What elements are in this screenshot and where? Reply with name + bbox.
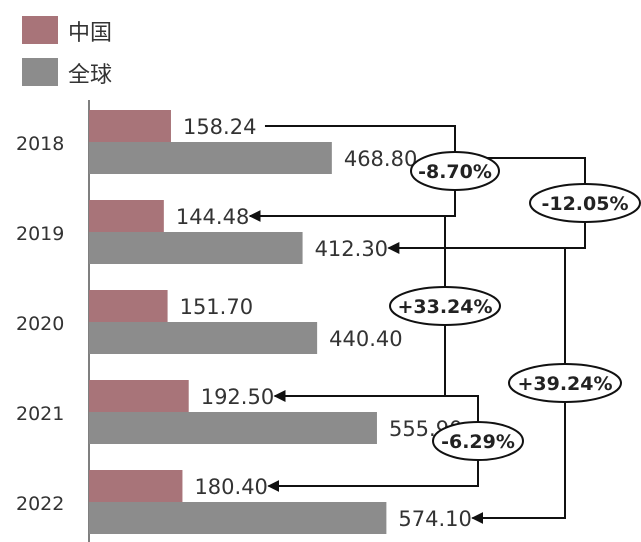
value-label-2019-series-0: 144.48 [176, 205, 249, 229]
change-badge-4 [432, 421, 524, 461]
category-label-2022: 2022 [16, 493, 64, 515]
value-labels: 158.24 144.48 151.70 192.50 180.40 468.80 412.… [176, 115, 472, 531]
change-badge-1 [529, 183, 641, 223]
legend: 中国 全球 [22, 16, 112, 88]
bar-2020-series-0 [89, 290, 168, 322]
category-labels: 2018 2019 2020 2021 2022 [16, 133, 64, 515]
value-label-2019-series-1: 412.30 [315, 237, 388, 261]
bar-2018-series-0 [89, 110, 171, 142]
legend-label-global: 全球 [68, 63, 112, 88]
change-badges: -8.70% -12.05% +33.24% +39.24% -6.29% [389, 151, 641, 461]
bar-2018-series-1 [89, 142, 332, 174]
value-label-2018-series-1: 468.80 [344, 147, 417, 171]
category-label-2020: 2020 [16, 313, 64, 335]
bar-2021-series-0 [89, 380, 189, 412]
legend-swatch-china [22, 16, 58, 44]
bars [89, 110, 387, 534]
category-label-2021: 2021 [16, 403, 64, 425]
bar-2021-series-1 [89, 412, 377, 444]
change-badge-2 [389, 286, 501, 326]
bar-2019-series-1 [89, 232, 303, 264]
bar-2020-series-1 [89, 322, 318, 354]
category-label-2019: 2019 [16, 223, 64, 245]
legend-label-china: 中国 [68, 21, 112, 46]
bar-2022-series-1 [89, 502, 387, 534]
value-label-2021-series-0: 192.50 [201, 385, 274, 409]
bar-2022-series-0 [89, 470, 183, 502]
legend-swatch-global [22, 58, 58, 86]
change-badge-text-3: +39.24% [517, 373, 612, 395]
value-label-2022-series-1: 574.10 [398, 507, 471, 531]
change-badge-3 [508, 363, 622, 403]
change-badge-text-2: +33.24% [397, 296, 492, 318]
change-badge-0 [410, 151, 500, 191]
change-badge-text-0: -8.70% [418, 161, 492, 183]
value-label-2020-series-1: 440.40 [329, 327, 402, 351]
value-label-2022-series-0: 180.40 [194, 475, 267, 499]
category-label-2018: 2018 [16, 133, 64, 155]
change-badge-text-1: -12.05% [541, 193, 628, 215]
change-badge-text-4: -6.29% [441, 431, 515, 453]
value-label-2018-series-0: 158.24 [183, 115, 256, 139]
bar-2019-series-0 [89, 200, 164, 232]
value-label-2020-series-0: 151.70 [180, 295, 253, 319]
